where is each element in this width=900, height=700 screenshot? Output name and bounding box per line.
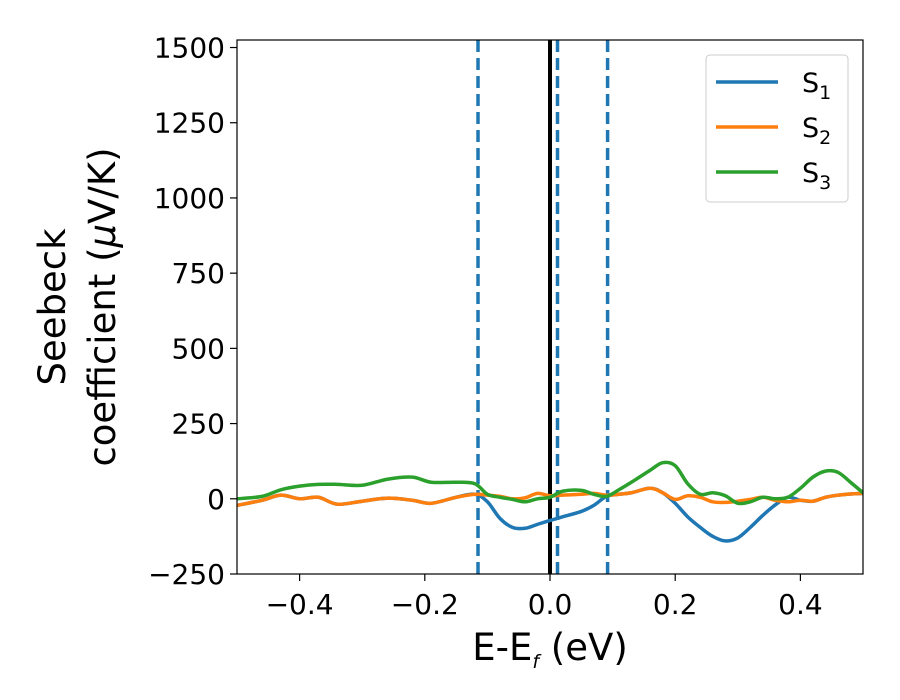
y-tick-label: 1500 <box>154 32 225 65</box>
y-tick-label: −250 <box>148 558 225 591</box>
y-tick-label: 500 <box>172 332 225 365</box>
x-tick-label: −0.2 <box>391 588 459 621</box>
y-tick-label: 750 <box>172 257 225 290</box>
y-tick-label: 1250 <box>154 107 225 140</box>
x-tick-label: −0.4 <box>266 588 334 621</box>
legend-label-s2: S2 <box>802 113 831 149</box>
x-axis-label: E-Ef (eV) <box>472 626 628 673</box>
x-tick-label: 0.0 <box>528 588 573 621</box>
y-axis-label-line1: Seebeck <box>31 228 74 386</box>
svg-text:coefficient (μV/K): coefficient (μV/K) <box>81 147 124 466</box>
x-tick-label: 0.4 <box>778 588 823 621</box>
svg-text:Seebeck: Seebeck <box>31 228 74 386</box>
y-tick-label: 0 <box>207 483 225 516</box>
y-tick-label: 250 <box>172 408 225 441</box>
y-tick-label: 1000 <box>154 182 225 215</box>
y-axis-label-line2: coefficient ( <box>81 247 124 466</box>
legend-label-s3: S3 <box>802 158 831 194</box>
x-tick-label: 0.2 <box>653 588 698 621</box>
legend: S1 S2 S3 <box>705 54 849 203</box>
y-axis-label: Seebeck coefficient (μV/K) <box>31 147 124 466</box>
legend-label-s1: S1 <box>802 68 831 104</box>
series-line-s3 <box>237 460 863 506</box>
